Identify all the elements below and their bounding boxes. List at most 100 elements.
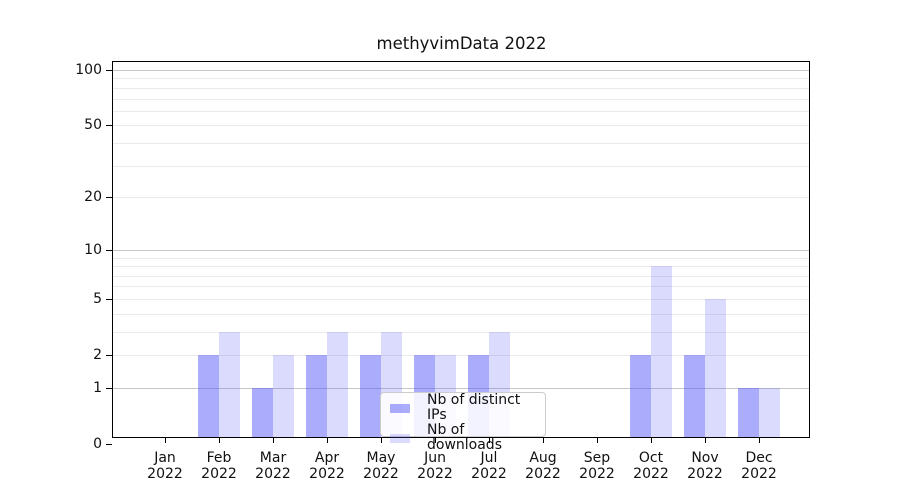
minor-gridline-90: [113, 78, 809, 79]
x-tick-year: 2022: [255, 466, 291, 482]
legend-swatch-downloads-icon: [390, 433, 410, 443]
y-tick-mark-2: [106, 355, 112, 356]
bar-downloads-dec: [759, 388, 780, 437]
x-tick-mark-jan: [165, 438, 166, 443]
x-tick-year: 2022: [579, 466, 615, 482]
x-tick-year: 2022: [471, 466, 507, 482]
x-tick-month: Apr: [314, 450, 340, 466]
major-gridline-1: [113, 388, 809, 389]
y-tick-label-1: 1: [93, 380, 102, 396]
x-tick-year: 2022: [201, 466, 237, 482]
minor-gridline-70: [113, 99, 809, 100]
bar-downloads-mar: [273, 355, 294, 437]
y-tick-mark-5: [106, 299, 112, 300]
minor-gridline-6: [113, 286, 809, 287]
bar-downloads-apr: [327, 332, 348, 437]
major-gridline-10: [113, 250, 809, 251]
minor-gridline-60: [113, 111, 809, 112]
y-tick-mark-10: [106, 250, 112, 251]
bar-downloads-nov: [705, 299, 726, 437]
x-tick-month: Aug: [529, 450, 557, 466]
x-tick-year: 2022: [687, 466, 723, 482]
x-tick-month: Jan: [154, 450, 176, 466]
y-tick-label-0: 0: [93, 436, 102, 452]
x-tick-label-feb: Feb 2022: [187, 450, 251, 482]
bar-distinct-ips-apr: [306, 355, 327, 437]
x-tick-mark-sep: [597, 438, 598, 443]
x-tick-label-may: May 2022: [349, 450, 413, 482]
x-tick-month: Oct: [638, 450, 664, 466]
x-tick-year: 2022: [309, 466, 345, 482]
y-tick-label-5: 5: [93, 291, 102, 307]
x-tick-year: 2022: [741, 466, 777, 482]
y-tick-mark-0: [106, 444, 112, 445]
minor-gridline-80: [113, 88, 809, 89]
y-tick-mark-1: [106, 388, 112, 389]
x-tick-year: 2022: [363, 466, 399, 482]
minor-gridline-8: [113, 266, 809, 267]
x-tick-label-jun: Jun 2022: [403, 450, 467, 482]
y-tick-label-20: 20: [84, 189, 102, 205]
x-tick-label-oct: Oct 2022: [619, 450, 683, 482]
x-tick-month: Mar: [259, 450, 287, 466]
bar-distinct-ips-may: [360, 355, 381, 437]
bar-distinct-ips-mar: [252, 388, 273, 437]
x-tick-mark-nov: [705, 438, 706, 443]
x-tick-label-nov: Nov 2022: [673, 450, 737, 482]
legend: Nb of distinct IPs Nb of downloads: [380, 392, 546, 453]
x-tick-month: Jun: [424, 450, 446, 466]
x-tick-mark-feb: [219, 438, 220, 443]
x-tick-mark-oct: [651, 438, 652, 443]
legend-swatch-distinct-ips-icon: [390, 403, 410, 413]
bar-distinct-ips-nov: [684, 355, 705, 437]
bar-distinct-ips-dec: [738, 388, 759, 437]
x-tick-month: Sep: [583, 450, 611, 466]
legend-row-distinct-ips: Nb of distinct IPs: [390, 393, 536, 423]
y-tick-mark-50: [106, 125, 112, 126]
y-tick-mark-100: [106, 70, 112, 71]
x-tick-label-mar: Mar 2022: [241, 450, 305, 482]
y-tick-label-50: 50: [84, 117, 102, 133]
x-tick-month: May: [366, 450, 396, 466]
x-tick-label-sep: Sep 2022: [565, 450, 629, 482]
minor-gridline-2: [113, 355, 809, 356]
major-gridline-100: [113, 70, 809, 71]
x-tick-mark-jul: [489, 438, 490, 443]
x-tick-label-jul: Jul 2022: [457, 450, 521, 482]
x-tick-label-jan: Jan 2022: [133, 450, 197, 482]
x-tick-mark-mar: [273, 438, 274, 443]
minor-gridline-9: [113, 258, 809, 259]
x-tick-month: Nov: [691, 450, 719, 466]
minor-gridline-30: [113, 166, 809, 167]
legend-label-downloads: Nb of downloads: [427, 422, 502, 453]
x-tick-mark-aug: [543, 438, 544, 443]
x-tick-mark-jun: [435, 438, 436, 443]
minor-gridline-7: [113, 276, 809, 277]
x-tick-mark-may: [381, 438, 382, 443]
bar-downloads-feb: [219, 332, 240, 437]
minor-gridline-50: [113, 125, 809, 126]
legend-row-downloads: Nb of downloads: [390, 423, 536, 453]
bar-distinct-ips-oct: [630, 355, 651, 437]
y-tick-label-2: 2: [93, 347, 102, 363]
y-tick-label-10: 10: [84, 242, 102, 258]
bar-downloads-oct: [651, 266, 672, 437]
legend-label-distinct-ips: Nb of distinct IPs: [427, 392, 521, 423]
x-tick-year: 2022: [147, 466, 183, 482]
x-tick-month: Jul: [480, 450, 498, 466]
minor-gridline-4: [113, 314, 809, 315]
x-tick-year: 2022: [525, 466, 561, 482]
x-tick-mark-dec: [759, 438, 760, 443]
x-tick-month: Feb: [206, 450, 232, 466]
x-tick-year: 2022: [417, 466, 453, 482]
x-tick-label-aug: Aug 2022: [511, 450, 575, 482]
x-tick-label-dec: Dec 2022: [727, 450, 791, 482]
minor-gridline-3: [113, 332, 809, 333]
y-tick-mark-20: [106, 197, 112, 198]
x-tick-month: Dec: [745, 450, 773, 466]
y-tick-label-100: 100: [75, 62, 102, 78]
x-tick-label-apr: Apr 2022: [295, 450, 359, 482]
chart-title: methyvimData 2022: [376, 34, 547, 53]
minor-gridline-20: [113, 197, 809, 198]
